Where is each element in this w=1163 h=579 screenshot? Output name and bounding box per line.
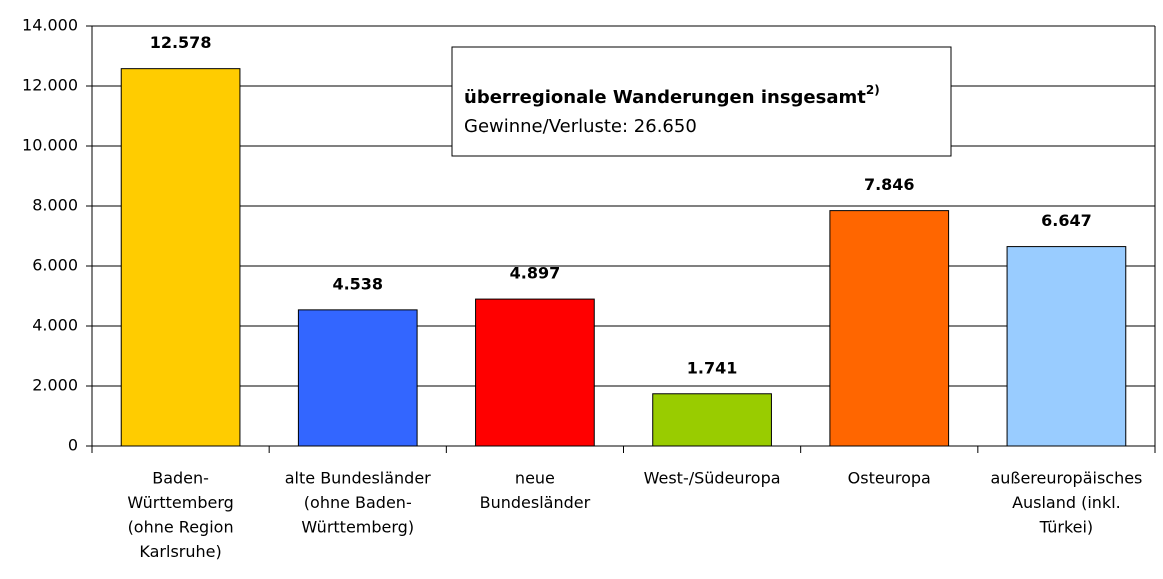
value-label: 7.846 bbox=[864, 175, 915, 194]
y-tick-label: 4.000 bbox=[32, 316, 78, 335]
annotation-title-text: überregionale Wanderungen insgesamt bbox=[464, 87, 866, 108]
bar bbox=[652, 393, 772, 447]
y-tick-label: 14.000 bbox=[22, 16, 78, 35]
y-tick-label: 12.000 bbox=[22, 76, 78, 95]
x-tick-label: alte Bundesländer bbox=[285, 469, 431, 488]
x-tick-label: West-/Südeuropa bbox=[644, 469, 781, 488]
x-tick-label: Ausland (inkl. bbox=[1012, 493, 1121, 512]
y-tick-label: 10.000 bbox=[22, 136, 78, 155]
x-tick-label: (ohne Region bbox=[128, 518, 234, 537]
x-tick-label: Osteuropa bbox=[848, 469, 931, 488]
bar bbox=[1006, 246, 1127, 447]
value-label: 4.897 bbox=[510, 264, 561, 283]
x-tick-label: Türkei) bbox=[1039, 518, 1094, 537]
value-label: 4.538 bbox=[332, 274, 383, 293]
x-tick-label: Karlsruhe) bbox=[139, 542, 221, 561]
value-label: 1.741 bbox=[687, 358, 738, 377]
bar bbox=[829, 210, 950, 447]
annotation-text: Gewinne/Verluste: 26.650 bbox=[464, 116, 697, 137]
value-label: 12.578 bbox=[150, 33, 212, 52]
y-tick-label: 8.000 bbox=[32, 196, 78, 215]
value-label: 6.647 bbox=[1041, 211, 1092, 230]
y-tick-label: 2.000 bbox=[32, 376, 78, 395]
x-tick-label: außereuropäisches bbox=[990, 469, 1142, 488]
annotation-footnote: 2) bbox=[866, 83, 880, 97]
annotation-title: überregionale Wanderungen insgesamt2) bbox=[464, 83, 880, 109]
x-tick-label: Württemberg) bbox=[301, 518, 414, 537]
x-tick-label: neue bbox=[515, 469, 555, 488]
bar bbox=[297, 309, 418, 447]
x-tick-label: (ohne Baden- bbox=[304, 493, 412, 512]
x-tick-label: Baden- bbox=[152, 469, 209, 488]
bar bbox=[120, 68, 241, 447]
y-tick-label: 0 bbox=[68, 436, 78, 455]
x-tick-label: Württemberg bbox=[127, 493, 233, 512]
annotation-box bbox=[451, 46, 952, 157]
y-tick-label: 6.000 bbox=[32, 256, 78, 275]
bar bbox=[475, 298, 595, 447]
x-tick-label: Bundesländer bbox=[480, 493, 591, 512]
